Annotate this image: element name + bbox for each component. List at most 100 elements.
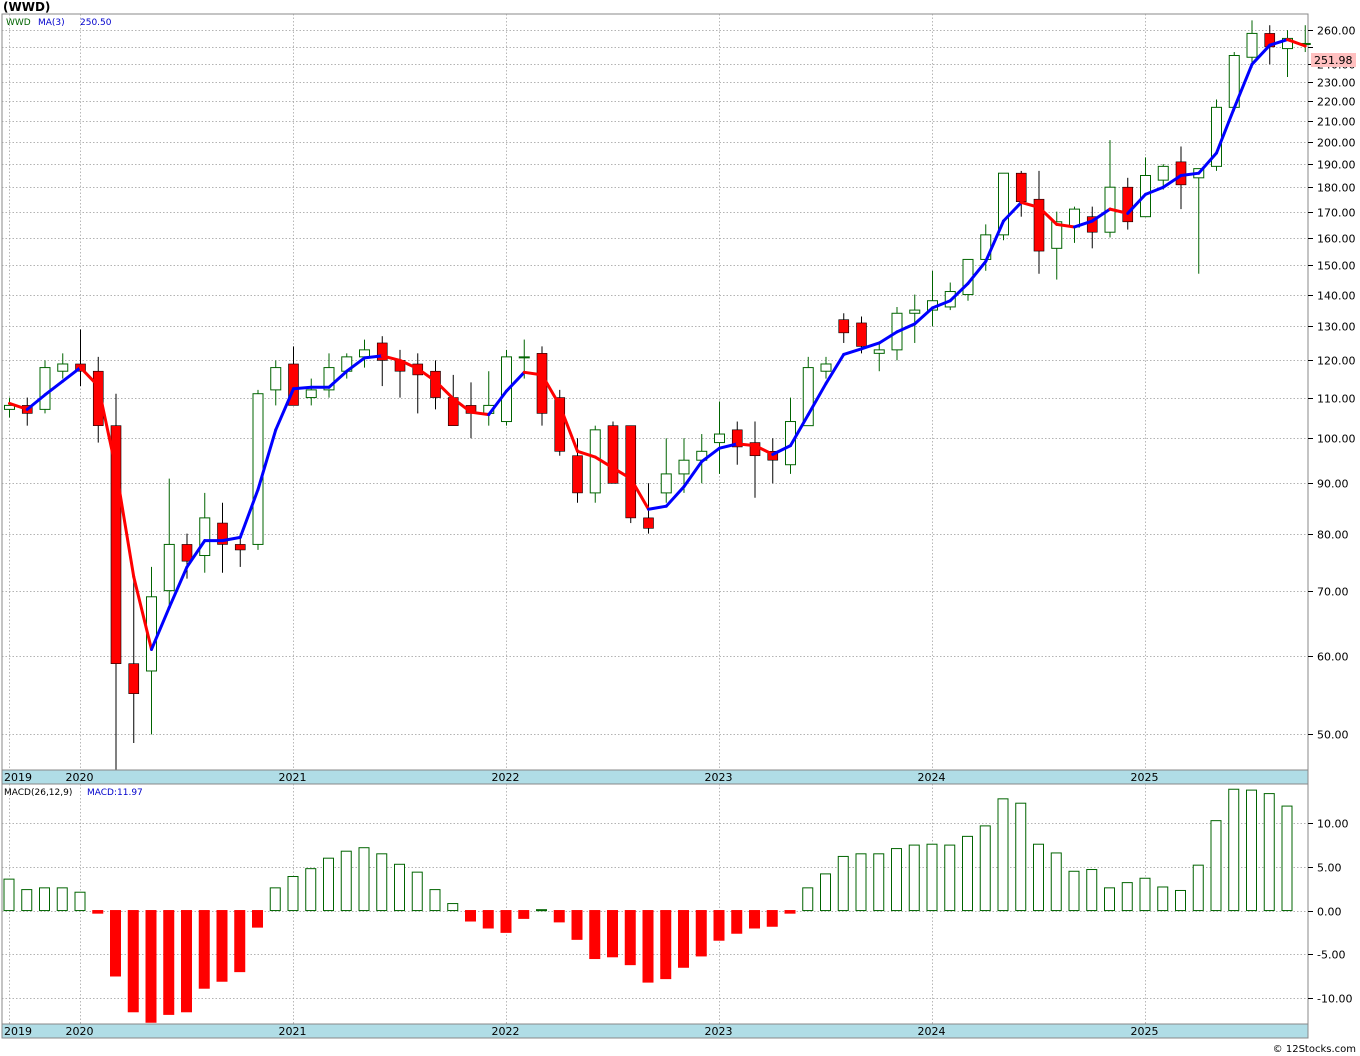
ma-value-legend: 250.50 <box>80 18 112 28</box>
year-label: 2025 <box>1131 1025 1159 1038</box>
ma-segment <box>664 485 686 508</box>
price-tick-label: 210.00 <box>1317 116 1356 129</box>
year-label: 2023 <box>705 1025 733 1038</box>
macd-bar-negative <box>607 910 618 958</box>
year-label: 2019 <box>4 1025 32 1038</box>
macd-bar-negative <box>252 910 263 928</box>
macd-bar-negative <box>163 910 175 1015</box>
macd-bar-positive <box>411 871 423 912</box>
candle-body-up <box>199 517 211 557</box>
candle-body-up <box>1246 32 1258 58</box>
macd-bar-positive <box>1210 820 1222 912</box>
candle-body-down <box>1033 198 1045 252</box>
macd-bar-positive <box>908 844 920 912</box>
candle <box>323 353 335 398</box>
candle <box>4 397 15 418</box>
candle <box>57 353 69 379</box>
moving-average-line <box>8 38 1307 651</box>
candle <box>856 316 867 354</box>
macd-bar-negative <box>624 910 636 966</box>
price-tick-label: 230.00 <box>1317 77 1356 90</box>
macd-bar-positive <box>1228 788 1240 912</box>
macd-bar-negative <box>110 910 121 977</box>
price-panel: 50.00 60.00 70.00 80.00 90.00 100.00 110.00 120… <box>1 13 1356 771</box>
ma-segment <box>1161 173 1183 189</box>
candle-body-down <box>731 429 743 448</box>
candle <box>252 389 264 550</box>
date-band-price <box>1 769 1309 785</box>
macd-tick-label: -5.00 <box>1317 949 1345 962</box>
price-tick-label: 220.00 <box>1317 96 1356 109</box>
macd-bar-positive <box>1281 805 1293 912</box>
ma-segment <box>771 444 792 456</box>
macd-tick-label: 5.00 <box>1317 862 1342 875</box>
macd-bar-positive <box>1121 882 1133 912</box>
ma-segment <box>132 575 153 651</box>
ma-segment <box>79 366 100 388</box>
candle <box>1033 170 1045 274</box>
price-tick-label: 100.00 <box>1317 433 1356 446</box>
candle <box>660 438 672 503</box>
macd-bar-negative <box>500 910 512 933</box>
price-tick-label: 60.00 <box>1317 651 1349 664</box>
candle <box>305 378 317 406</box>
ma-segment <box>700 446 721 464</box>
macd-bar-positive <box>1192 864 1204 912</box>
ma-segment <box>611 466 633 481</box>
macd-bar-positive <box>1139 877 1151 912</box>
candle-body-down <box>554 397 566 452</box>
date-band-macd <box>1 1023 1309 1039</box>
candle-body-up <box>589 429 601 494</box>
candle <box>376 336 388 387</box>
ma-segment <box>913 306 934 326</box>
year-labels-price: 2019 2020 2021 2022 2023 2024 2025 <box>4 771 1159 784</box>
candle-body-up <box>252 393 264 545</box>
candle <box>625 425 637 524</box>
candle <box>998 172 1009 241</box>
macd-bar-positive <box>1157 886 1169 912</box>
ma-segment <box>1232 62 1254 110</box>
candle <box>1086 206 1098 249</box>
macd-y-axis: -10.00 -5.00 0.00 5.00 10.00 <box>1308 818 1352 1006</box>
macd-bar-negative <box>713 910 725 941</box>
ma-segment <box>629 477 650 511</box>
candle <box>110 393 122 770</box>
ma-segment <box>1215 106 1236 155</box>
price-tick-label: 70.00 <box>1317 586 1349 599</box>
candle <box>128 572 140 744</box>
ma-segment <box>487 389 508 417</box>
candle-body-down <box>92 370 104 426</box>
ma-segment <box>789 413 810 448</box>
candle-body-up <box>359 349 370 358</box>
macd-bar-positive <box>394 863 405 912</box>
ma-segment <box>274 387 295 432</box>
ma-segment <box>345 356 366 373</box>
macd-tick-label: -10.00 <box>1317 993 1352 1006</box>
macd-bar-positive <box>1263 793 1275 912</box>
candle-body-up <box>518 356 530 359</box>
candle <box>678 438 690 493</box>
macd-bars <box>3 788 1293 1023</box>
candle <box>163 478 175 610</box>
price-tick-label: 200.00 <box>1317 137 1356 150</box>
ma-segment <box>984 219 1005 263</box>
macd-bar-positive <box>447 903 459 912</box>
ma-segment <box>1250 43 1272 66</box>
ma-segment <box>1197 151 1218 175</box>
candle-body-down <box>217 522 228 545</box>
macd-bar-positive <box>1104 887 1115 912</box>
macd-bar-negative <box>731 910 743 934</box>
ma-segment <box>363 354 384 360</box>
ma-segment <box>150 605 171 651</box>
ma-segment <box>948 281 970 303</box>
macd-bar-positive <box>1015 802 1027 912</box>
candle-body-up <box>802 367 814 427</box>
year-label: 2021 <box>279 771 307 784</box>
macd-bar-negative <box>766 910 778 927</box>
price-tick-label: 110.00 <box>1317 393 1356 406</box>
macd-bar-negative <box>749 910 760 929</box>
macd-bar-negative <box>784 910 796 914</box>
macd-bar-negative <box>482 910 494 929</box>
price-tick-label: 90.00 <box>1317 478 1349 491</box>
ma-segment <box>416 367 437 383</box>
